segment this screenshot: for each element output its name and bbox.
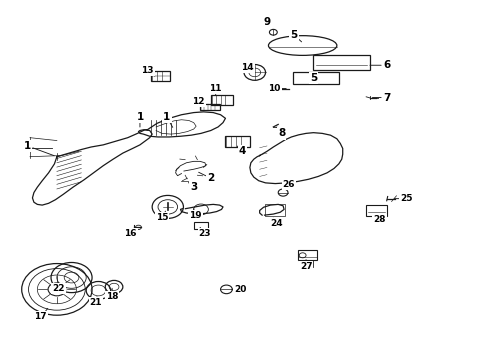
Text: 4: 4 (239, 146, 246, 156)
Text: 21: 21 (90, 298, 102, 307)
Text: 23: 23 (198, 229, 211, 238)
Text: 5: 5 (310, 73, 317, 83)
Text: 5: 5 (290, 30, 297, 40)
Text: 9: 9 (264, 17, 270, 27)
Text: 14: 14 (241, 63, 254, 72)
Text: 26: 26 (283, 180, 295, 189)
Text: 12: 12 (193, 96, 205, 105)
Text: 10: 10 (268, 84, 280, 93)
Text: 22: 22 (52, 284, 65, 293)
Text: 27: 27 (300, 262, 313, 271)
Text: 28: 28 (373, 215, 386, 224)
Text: 25: 25 (400, 194, 413, 203)
Text: 3: 3 (190, 182, 197, 192)
Text: 11: 11 (209, 84, 222, 93)
Text: 8: 8 (278, 129, 285, 138)
Text: 24: 24 (270, 219, 283, 228)
Text: 17: 17 (34, 312, 47, 321)
Text: 1: 1 (136, 112, 144, 122)
Text: 15: 15 (156, 213, 168, 222)
Text: 16: 16 (124, 229, 136, 238)
Text: 19: 19 (189, 211, 201, 220)
Text: 1: 1 (163, 112, 171, 122)
Text: 1: 1 (24, 141, 31, 151)
Text: 6: 6 (383, 60, 391, 70)
Text: 13: 13 (141, 66, 153, 75)
Text: 20: 20 (234, 285, 246, 294)
Text: 18: 18 (106, 292, 119, 301)
Text: 2: 2 (207, 173, 215, 183)
Text: 7: 7 (383, 93, 391, 103)
